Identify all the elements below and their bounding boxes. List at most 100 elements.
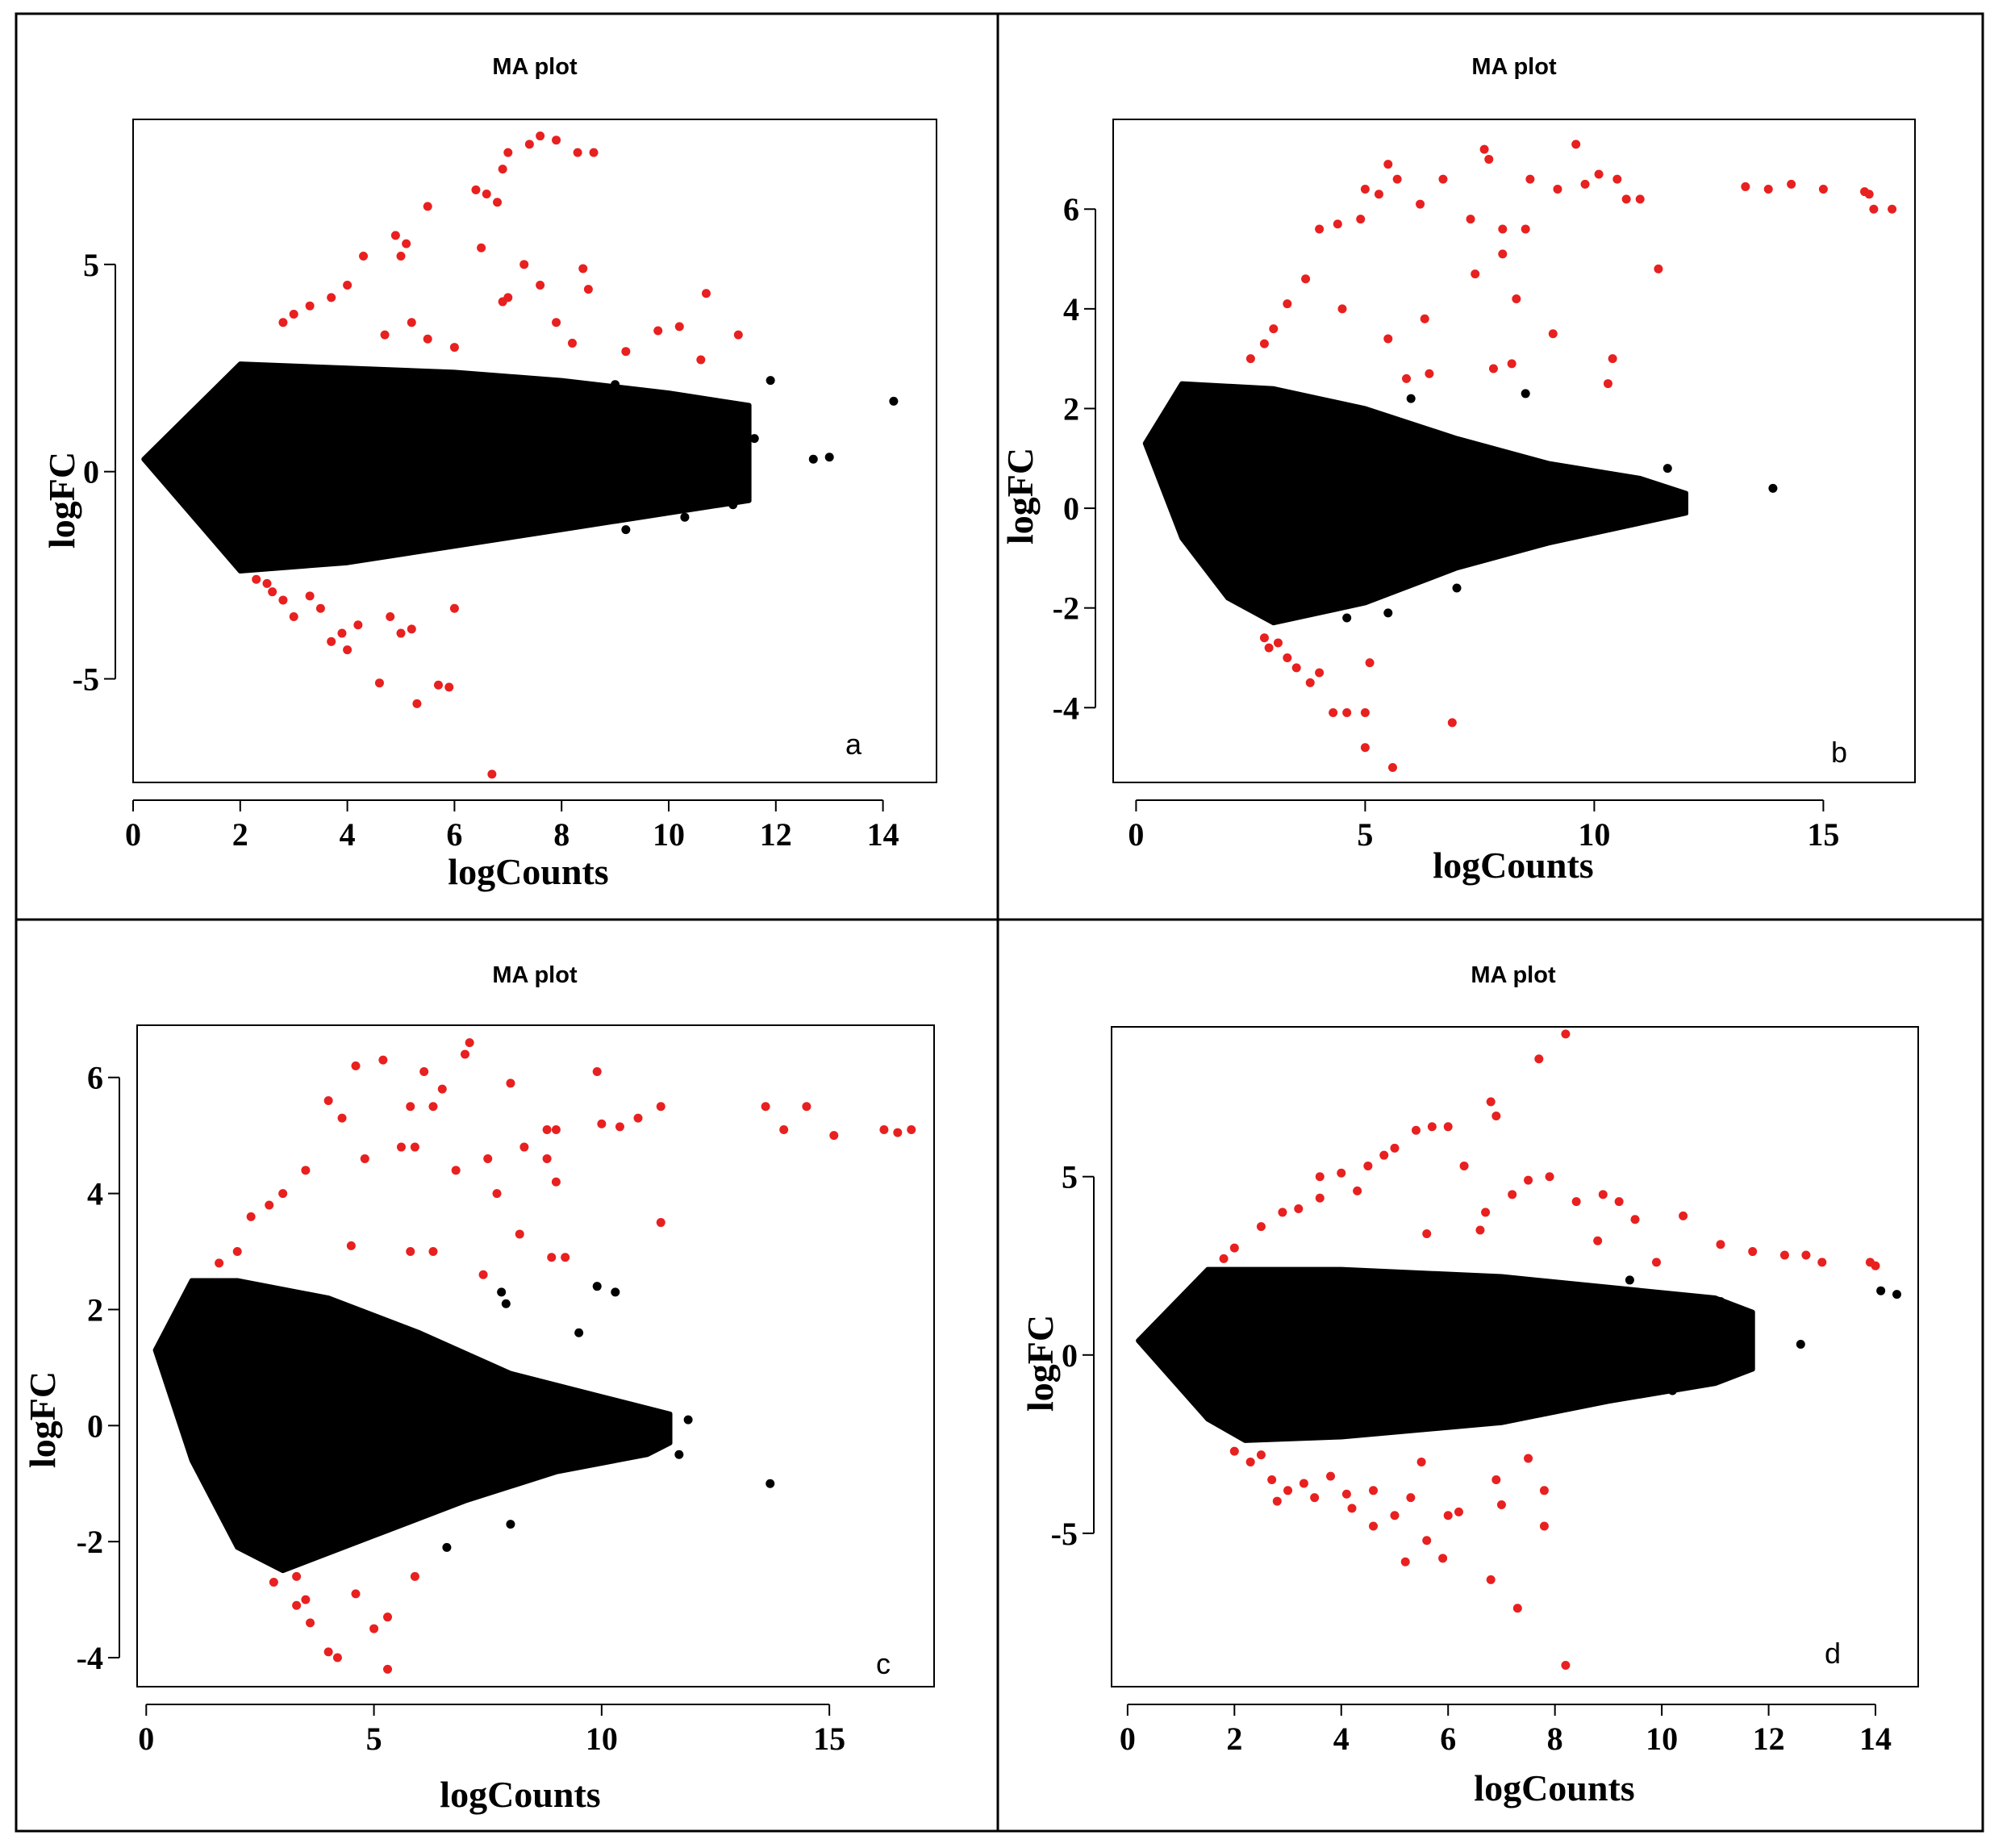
significant-point — [1390, 1511, 1400, 1521]
significant-point — [1651, 1258, 1661, 1267]
nonsignificant-point — [889, 396, 899, 406]
significant-point — [1416, 1457, 1426, 1466]
significant-point — [292, 1571, 302, 1581]
significant-point — [1420, 314, 1429, 323]
nonsignificant-point — [1716, 1296, 1725, 1306]
significant-point — [289, 612, 298, 621]
significant-point — [1416, 199, 1425, 209]
nonsignificant-point — [1683, 1371, 1693, 1381]
significant-point — [1888, 204, 1897, 214]
significant-point — [1630, 1215, 1640, 1224]
significant-point — [1256, 1450, 1266, 1460]
significant-point — [656, 1218, 665, 1228]
x-tick-label: 6 — [446, 816, 462, 853]
significant-point — [359, 252, 369, 261]
panel-letter: c — [876, 1647, 891, 1680]
nonsignificant-point — [592, 1282, 602, 1291]
significant-point — [493, 198, 503, 207]
significant-point — [1748, 1247, 1758, 1257]
significant-point — [1283, 299, 1292, 309]
significant-point — [465, 1038, 474, 1048]
significant-point — [232, 1247, 242, 1257]
significant-point — [1356, 215, 1366, 224]
significant-point — [343, 281, 353, 290]
significant-point — [589, 148, 599, 157]
significant-point — [1438, 1554, 1448, 1563]
y-tick-label: 2 — [1063, 390, 1079, 427]
significant-point — [1406, 1493, 1416, 1503]
significant-point — [407, 318, 416, 327]
y-tick-label: -4 — [77, 1640, 103, 1676]
significant-point — [380, 330, 390, 340]
significant-point — [1498, 224, 1508, 234]
significant-point — [396, 1142, 406, 1152]
significant-point — [423, 202, 432, 211]
significant-point — [428, 1247, 438, 1257]
plot-title: MA plot — [1471, 962, 1556, 988]
significant-point — [1818, 185, 1828, 194]
y-axis: -4 -2 0 2 4 6 — [77, 1060, 120, 1676]
x-tick-label: 0 — [138, 1721, 154, 1757]
significant-point — [1598, 1190, 1608, 1199]
significant-point — [583, 285, 593, 294]
nonsignificant-point — [611, 1287, 620, 1297]
significant-point — [262, 578, 272, 588]
y-tick-label: 2 — [87, 1291, 103, 1328]
significant-point — [351, 1589, 361, 1599]
significant-point — [315, 603, 325, 613]
y-tick-label: 6 — [1063, 191, 1079, 227]
significant-point — [701, 289, 711, 298]
y-tick-label: 6 — [87, 1060, 103, 1096]
significant-point — [1608, 354, 1617, 364]
significant-point — [1438, 174, 1448, 184]
significant-point — [633, 1113, 643, 1123]
significant-point — [406, 1247, 415, 1257]
significant-point — [351, 1061, 361, 1070]
significant-point — [1294, 1204, 1304, 1214]
significant-point — [478, 1270, 488, 1279]
y-tick-label: -2 — [1053, 590, 1079, 627]
significant-point — [1383, 334, 1393, 344]
nonsignificant-point — [766, 376, 775, 386]
x-axis-label: logCounts — [448, 851, 608, 892]
significant-point — [519, 260, 529, 269]
plot-title: MA plot — [1471, 54, 1557, 80]
significant-point — [1402, 373, 1412, 383]
significant-point — [1871, 1261, 1880, 1270]
y-tick-label: -5 — [1051, 1516, 1078, 1552]
outer-frame — [15, 12, 1984, 1833]
nonsignificant-point — [1521, 389, 1530, 398]
nonsignificant-point — [1383, 608, 1393, 618]
significant-point — [1291, 663, 1301, 673]
significant-point — [215, 1258, 224, 1268]
significant-point — [542, 1153, 552, 1163]
significant-point — [1342, 707, 1352, 717]
significant-point — [1326, 1471, 1336, 1481]
significant-point — [1315, 224, 1325, 234]
significant-point — [1383, 160, 1393, 169]
panel-d: MA plot 0 2 4 6 8 10 12 14 -5 0 5 logCounts logFC… — [1020, 962, 1919, 1808]
significant-point — [696, 355, 706, 365]
significant-point — [437, 1084, 447, 1094]
nonsignificant-point — [501, 1299, 511, 1308]
nonsignificant-point — [1406, 394, 1416, 403]
significant-point — [578, 264, 588, 273]
significant-point — [1481, 1208, 1491, 1217]
significant-point — [1387, 762, 1397, 772]
significant-point — [1525, 174, 1535, 184]
significant-point — [1411, 1125, 1421, 1135]
significant-point — [451, 1166, 461, 1175]
significant-point — [306, 1618, 315, 1628]
significant-point — [1278, 1208, 1287, 1217]
significant-point — [278, 1189, 288, 1199]
significant-point — [423, 334, 432, 344]
significant-point — [674, 322, 684, 332]
y-tick-label: -5 — [73, 661, 99, 698]
significant-point — [1635, 194, 1645, 204]
significant-point — [1219, 1254, 1229, 1263]
nonsignificant-point — [621, 525, 631, 535]
significant-point — [1341, 1489, 1351, 1499]
significant-point — [1329, 707, 1338, 717]
